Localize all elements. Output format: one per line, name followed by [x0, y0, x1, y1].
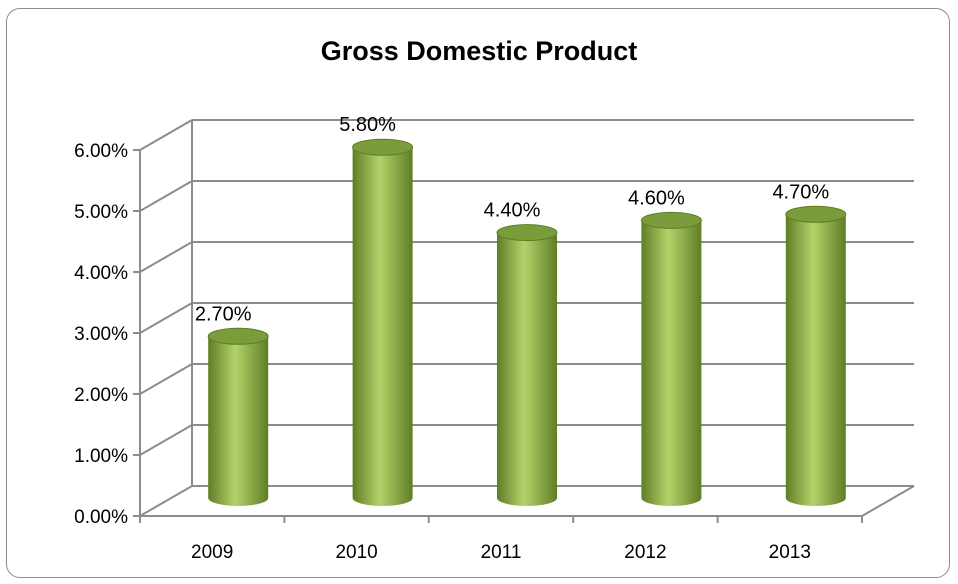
side-gridline	[139, 241, 193, 273]
x-axis-tick-labels: 2009 2010 2011 2012 2013	[139, 516, 863, 563]
side-gridline	[139, 302, 193, 334]
bar-2013	[785, 205, 847, 507]
y-tick-label: 5.00%	[74, 202, 128, 223]
chart-title: Gross Domestic Product	[320, 36, 638, 66]
side-gridline	[139, 424, 193, 456]
side-gridline	[139, 485, 193, 517]
x-tick-label: 2009	[191, 542, 233, 563]
bar-body	[352, 147, 413, 506]
y-tick-label: 6.00%	[74, 141, 128, 162]
bars	[207, 138, 847, 507]
x-tick-label: 2010	[335, 542, 377, 563]
data-label: 5.80%	[339, 114, 396, 136]
data-label: 2.70%	[195, 303, 252, 325]
bar-top	[496, 224, 558, 242]
bar-2012	[640, 211, 702, 506]
x-tick-label: 2013	[769, 542, 811, 563]
y-tick-label: 1.00%	[74, 446, 128, 467]
bar-body	[641, 220, 702, 506]
side-gridline	[139, 180, 193, 212]
y-tick-label: 3.00%	[74, 324, 128, 345]
bar-top	[207, 327, 269, 345]
data-labels: 2.70% 5.80% 4.40% 4.60% 4.70%	[195, 114, 830, 325]
y-axis-tick-labels: 0.00% 1.00% 2.00% 3.00% 4.00% 5.00% 6.00%	[74, 141, 140, 528]
bar-top	[785, 205, 847, 223]
x-tick-label: 2011	[481, 542, 522, 563]
bar-body	[208, 336, 269, 506]
bar-body	[497, 232, 557, 506]
side-gridline	[139, 119, 193, 151]
data-label: 4.60%	[628, 187, 685, 209]
bar-2011	[496, 224, 558, 506]
x-tick-label: 2012	[624, 542, 666, 563]
y-tick-label: 2.00%	[74, 385, 128, 406]
side-gridline	[139, 363, 193, 395]
y-tick-label: 0.00%	[74, 507, 128, 528]
data-label: 4.40%	[484, 200, 541, 222]
bar-top	[640, 211, 702, 229]
bar-top	[352, 138, 414, 156]
data-label: 4.70%	[772, 181, 829, 203]
floor-right-edge	[861, 485, 915, 517]
bar-2009	[207, 327, 269, 506]
bar-2010	[352, 138, 414, 506]
bar-body	[785, 214, 846, 507]
y-tick-label: 4.00%	[74, 263, 128, 284]
